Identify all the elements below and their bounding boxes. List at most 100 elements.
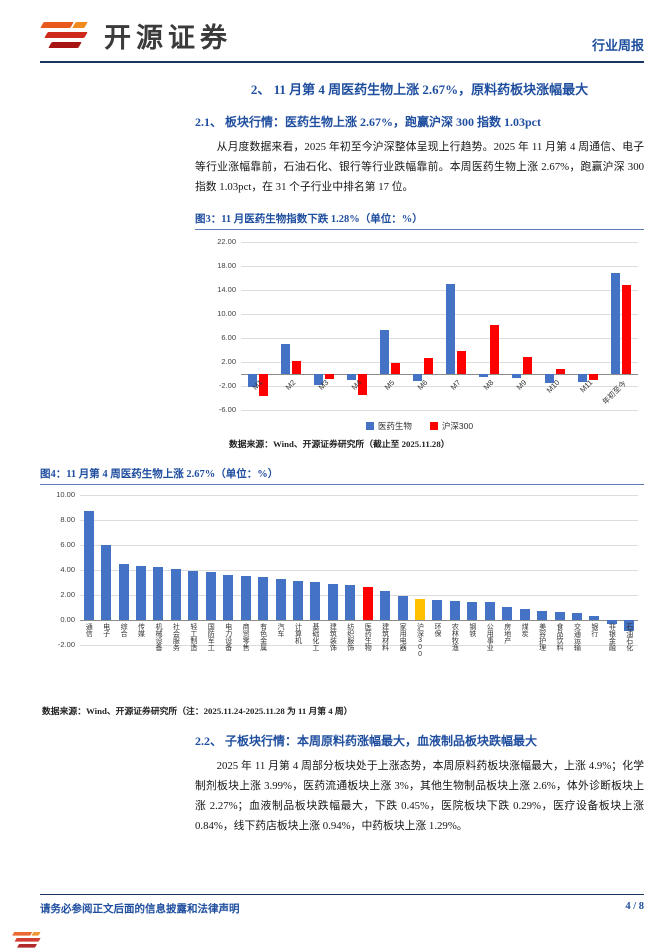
gridline [241,337,638,339]
x-axis-category-label: 国防军工 [207,622,215,651]
brand: 开源证券 [40,16,232,55]
x-axis-category-label: 沪深300 [416,622,424,658]
bar [415,599,426,620]
x-axis-category-label: 美容护理 [538,622,546,651]
bar [118,564,129,620]
y-axis-tick-label: -6.00 [218,404,236,414]
bar [357,373,367,395]
bar [390,363,400,374]
subsection-2-2-paragraph: 2025 年 11 月第 4 周部分板块处于上涨态势，本周原料药板块涨幅最大，上… [195,759,644,832]
x-axis-category-label: 计算机 [294,622,302,644]
gridline [241,313,638,315]
x-axis-category-label: 通信 [85,622,93,637]
bar [512,373,522,378]
kaiyuan-logo-watermark-icon [12,931,44,950]
bar [537,610,548,620]
x-axis-category-label: 轻工制造 [189,622,197,651]
x-axis-line [80,619,638,621]
figure-4-source: 数据来源：Wind、开源证券研究所（注：2025.11.24-2025.11.2… [42,705,353,716]
page-header: 开源证券 行业周报 [40,16,644,63]
gridline [241,361,638,363]
bar [545,373,555,383]
y-axis-tick-label: 10.00 [217,308,236,318]
x-axis-category-label: 电力设备 [224,622,232,651]
kaiyuan-logo-icon [40,20,94,52]
y-axis-tick-label: 4.00 [60,564,75,574]
y-axis-tick-label: -2.00 [218,380,236,390]
x-axis-category-label: 建筑装饰 [329,622,337,651]
y-axis-tick-label: 0.00 [60,614,75,624]
x-axis-category-label: 非银金融 [608,622,616,651]
y-axis-tick-label: -2.00 [57,639,75,649]
brand-name: 开源证券 [104,23,232,53]
x-axis-category-label: 医药生物 [364,622,372,651]
gridline [80,494,638,496]
gridline [241,241,638,243]
figure-3-source: 数据来源：Wind、开源证券研究所（截止至 2025.11.28） [229,438,450,449]
gridline [80,594,638,596]
x-axis-category-label: 有色金属 [259,622,267,651]
bar [153,567,164,620]
gridline [80,544,638,546]
y-axis-tick-label: 8.00 [60,514,75,524]
x-axis-category-label: 家用电器 [399,622,407,651]
bar [611,272,621,374]
x-axis-category-label: 公用事业 [486,622,494,651]
x-axis-category-label: 石油石化 [625,622,633,651]
bar [467,601,478,620]
gridline [80,644,638,646]
bar [83,511,94,620]
bar [606,619,617,624]
bar [523,356,533,374]
bar [571,613,582,620]
bar [380,591,391,620]
bar [258,576,269,620]
page-footer: 请务必参阅正文后面的信息披露和法律声明 4 / 8 [40,894,644,916]
bar [397,596,408,620]
legend-label: 沪深300 [441,420,474,431]
bar [345,584,356,620]
section-title: 2、 11 月第 4 周医药生物上涨 2.67%，原料药板块涨幅最大 [250,82,589,97]
x-axis-category-label: 食品饮料 [556,622,564,651]
legend-item: 沪深300 [429,420,474,432]
y-axis-tick-label: 10.00 [56,489,75,499]
x-axis-category-label: 建筑材料 [381,622,389,651]
bar [484,602,495,620]
bar [622,285,632,374]
bar [275,578,286,620]
doc-type-label: 行业周报 [591,38,644,53]
bar [556,368,566,374]
y-axis-tick-label: 18.00 [217,260,236,270]
bar [589,616,600,620]
bar [247,373,257,388]
y-axis-tick-label: 2.00 [60,589,75,599]
bar [423,358,433,374]
x-axis-category-label: 煤炭 [521,622,529,637]
x-axis-category-label: 电子 [102,622,110,637]
subsection-2-2-title: 2.2、 子板块行情：本周原料药涨幅最大，血液制品板块跌幅最大 [195,733,538,748]
x-axis-category-label: 农林牧渔 [451,622,459,651]
bar [412,373,422,381]
bar [101,544,112,620]
gridline [241,409,638,411]
bar [589,373,599,380]
bar [502,607,513,620]
y-axis-tick-label: 2.00 [221,356,236,366]
x-axis-category-label: 社会服务 [172,622,180,651]
x-axis-line [241,373,638,375]
bar [457,351,467,374]
bar [449,601,460,620]
bar [258,373,268,396]
gridline [241,385,638,387]
gridline [80,519,638,521]
bar [205,572,216,620]
bar [578,373,588,382]
figure-3: 图3：11 月医药生物指数下跌 1.28%（单位：%） 22.00 18.00 14… [195,211,644,450]
x-axis-category-label: 机械设备 [154,622,162,651]
x-axis-category-label: 房地产 [503,622,511,644]
bar [188,570,199,620]
bar [379,330,389,374]
bar [624,619,635,632]
bar [362,586,373,620]
bar [292,581,303,620]
